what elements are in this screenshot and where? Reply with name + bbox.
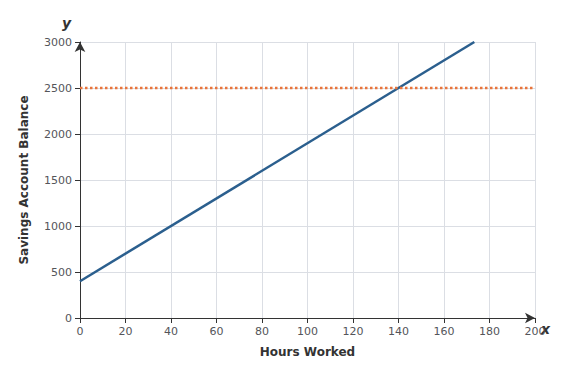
svg-text:Savings Account Balance: Savings Account Balance [17,95,31,264]
svg-text:y: y [62,15,72,31]
svg-text:160: 160 [434,325,455,338]
svg-text:x: x [541,321,550,337]
svg-text:120: 120 [343,325,364,338]
svg-text:500: 500 [51,266,72,279]
svg-text:80: 80 [255,325,269,338]
svg-text:1500: 1500 [44,174,72,187]
svg-text:200: 200 [525,325,546,338]
svg-text:1000: 1000 [44,220,72,233]
svg-text:2500: 2500 [44,82,72,95]
svg-text:20: 20 [119,325,133,338]
svg-text:40: 40 [164,325,178,338]
svg-text:180: 180 [479,325,500,338]
svg-text:140: 140 [388,325,409,338]
svg-text:0: 0 [65,312,72,325]
svg-text:3000: 3000 [44,36,72,49]
svg-text:2000: 2000 [44,128,72,141]
svg-text:100: 100 [297,325,318,338]
svg-text:0: 0 [77,325,84,338]
svg-text:Hours Worked: Hours Worked [260,345,355,359]
svg-text:60: 60 [210,325,224,338]
